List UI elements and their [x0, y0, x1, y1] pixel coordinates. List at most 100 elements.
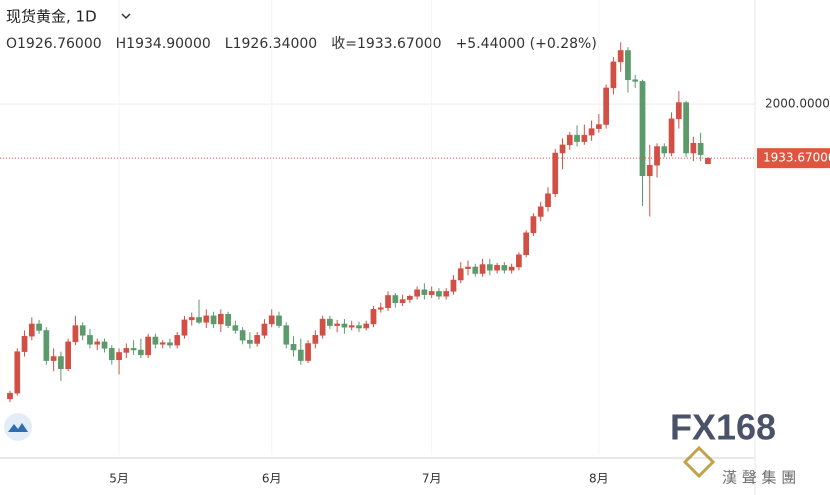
- candle-body: [436, 291, 442, 297]
- watermark: FX168 漢 聲 集 團: [670, 407, 796, 487]
- candle-body: [566, 134, 573, 146]
- candle-body: [305, 343, 311, 361]
- candle-body: [675, 102, 682, 120]
- candle-body: [537, 206, 544, 217]
- candle-body: [167, 342, 173, 346]
- ohlc-value: H1934.90000: [116, 36, 211, 52]
- candle-body: [94, 341, 101, 345]
- candle-body: [232, 325, 239, 331]
- x-tick-label: 7月: [422, 472, 442, 486]
- candle-body: [65, 341, 72, 369]
- candle-body: [43, 330, 50, 361]
- candle-body: [407, 296, 413, 300]
- candle-body: [421, 289, 428, 295]
- candle-body: [145, 336, 151, 356]
- candle-body: [545, 193, 551, 207]
- candle-body: [472, 266, 479, 274]
- candle-body: [654, 146, 660, 166]
- candle-body: [290, 344, 297, 351]
- candle-body: [639, 81, 646, 177]
- logo-circle[interactable]: [4, 413, 32, 441]
- candle-body: [661, 146, 668, 154]
- price-label-box: [757, 148, 830, 169]
- candle-body: [523, 232, 530, 256]
- candle-body: [574, 134, 580, 142]
- candle-body: [58, 356, 64, 369]
- x-tick-label: 5月: [109, 472, 129, 486]
- candle-body: [36, 323, 42, 331]
- candle-body: [116, 352, 122, 361]
- candle-body: [254, 335, 261, 344]
- candle-body: [14, 351, 21, 394]
- candle-body: [348, 325, 355, 328]
- candle-body: [50, 356, 57, 361]
- candle-body: [516, 254, 522, 268]
- price-label: 1933.67000: [763, 151, 830, 165]
- candle-body: [72, 325, 79, 343]
- candle-body: [297, 349, 304, 361]
- candle-body: [646, 164, 653, 177]
- candle-body: [363, 323, 370, 329]
- ohlc-value: O1926.76000: [6, 36, 102, 52]
- candle-body: [465, 266, 471, 269]
- candle-body: [217, 313, 224, 325]
- candle-body: [610, 61, 617, 89]
- candle-body: [283, 325, 290, 345]
- candle-body: [690, 143, 697, 154]
- candle-body: [203, 315, 210, 323]
- title-chevron[interactable]: [121, 13, 131, 20]
- candle-body: [152, 336, 159, 345]
- candle-body: [181, 319, 188, 336]
- app-logo[interactable]: [4, 413, 32, 441]
- candle-body: [327, 318, 333, 326]
- candle-body: [356, 325, 362, 329]
- candle-body: [210, 315, 217, 325]
- candle-body: [617, 50, 624, 63]
- candle-body: [552, 152, 559, 194]
- candle-body: [28, 323, 35, 337]
- chart-title: 现货黄金, 1D: [6, 8, 97, 26]
- logo-mark[interactable]: [8, 423, 28, 432]
- ohlc-legend: O1926.76000 H1934.90000 L1926.34000 收=1933.…: [6, 36, 597, 52]
- candle-body: [443, 291, 450, 297]
- candle-body: [596, 124, 602, 129]
- candle-body: [276, 315, 282, 326]
- candle-body: [683, 102, 689, 154]
- candle-body: [632, 79, 639, 82]
- candle-body: [603, 87, 609, 125]
- candle-body: [399, 299, 406, 304]
- candle-body: [530, 216, 537, 234]
- candle-body: [377, 307, 384, 310]
- candle-body: [108, 348, 115, 361]
- candle-body: [414, 289, 420, 297]
- candle-body: [319, 318, 326, 336]
- watermark-text: 漢 聲 集 團: [722, 469, 796, 487]
- x-tick-label: 8月: [589, 472, 609, 486]
- candle-body: [225, 313, 231, 326]
- candle-body: [138, 349, 144, 356]
- candle-body: [494, 265, 500, 271]
- candle-body: [130, 348, 137, 351]
- candle-body: [7, 392, 13, 400]
- candle-body: [457, 268, 464, 281]
- candle-body: [392, 295, 399, 304]
- candle-body: [385, 295, 391, 308]
- candle-body: [370, 309, 377, 325]
- candle-body: [559, 144, 566, 154]
- candle-body: [312, 335, 319, 344]
- candle-body: [428, 291, 435, 295]
- candle-body: [87, 335, 93, 345]
- candle-body: [625, 50, 631, 81]
- candle-body: [159, 342, 166, 345]
- candle-body: [588, 128, 595, 136]
- candle-body: [697, 143, 704, 155]
- candle-body: [334, 323, 340, 326]
- x-tick-label: 6月: [262, 472, 282, 486]
- candle-body: [705, 157, 711, 165]
- candle-body: [196, 317, 202, 323]
- candle-body: [188, 317, 195, 321]
- watermark-logo: FX168: [670, 407, 776, 448]
